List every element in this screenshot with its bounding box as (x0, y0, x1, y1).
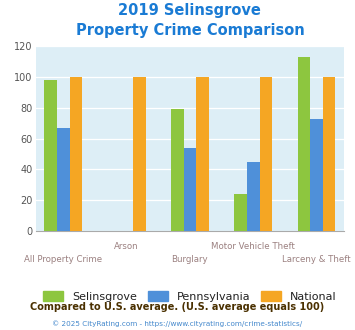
Bar (44, 80, 57, 231)
Text: Arson: Arson (114, 242, 139, 251)
Bar (247, 162, 260, 231)
Title: 2019 Selinsgrove
Property Crime Comparison: 2019 Selinsgrove Property Crime Comparis… (76, 3, 304, 38)
Text: Larceny & Theft: Larceny & Theft (282, 255, 351, 264)
Bar (323, 77, 335, 231)
Bar (171, 109, 184, 231)
Text: Compared to U.S. average. (U.S. average equals 100): Compared to U.S. average. (U.S. average … (31, 302, 324, 312)
Bar (310, 118, 323, 231)
Legend: Selinsgrove, Pennsylvania, National: Selinsgrove, Pennsylvania, National (38, 286, 342, 306)
Text: All Property Crime: All Property Crime (24, 255, 102, 264)
Bar (260, 77, 272, 231)
Text: Motor Vehicle Theft: Motor Vehicle Theft (211, 242, 295, 251)
Bar (70, 77, 82, 231)
Text: © 2025 CityRating.com - https://www.cityrating.com/crime-statistics/: © 2025 CityRating.com - https://www.city… (53, 320, 302, 327)
Bar (57, 128, 70, 231)
Bar (297, 57, 310, 231)
Bar (234, 194, 247, 231)
Bar (184, 148, 196, 231)
Bar (133, 77, 146, 231)
Text: Burglary: Burglary (171, 255, 208, 264)
Bar (196, 77, 209, 231)
